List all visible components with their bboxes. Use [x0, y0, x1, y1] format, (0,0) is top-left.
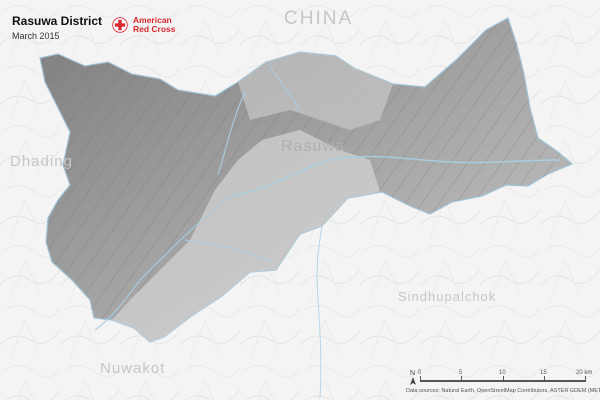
scale-label-5: 5	[459, 370, 463, 376]
scale-label-20: 20 km	[576, 370, 593, 376]
river-north	[267, 63, 301, 111]
district-highlight-north	[238, 52, 393, 130]
river-southwest	[94, 195, 231, 331]
map-date: March 2015	[12, 31, 60, 41]
district-highlight	[112, 130, 380, 342]
river-south	[184, 239, 277, 266]
scale-tick	[503, 376, 504, 380]
scale-tick	[544, 376, 545, 380]
river-trishuli	[231, 155, 561, 197]
map-header: Rasuwa District March 2015	[12, 14, 102, 41]
north-arrow-icon	[410, 377, 416, 385]
north-label: N	[410, 370, 416, 377]
logo-line-2: Red Cross	[133, 24, 176, 34]
scale-label-15: 15	[540, 370, 547, 376]
label-rasuwa: Rasuwa	[281, 138, 345, 155]
scale-bar: N 0 5 10 15 20 km	[408, 370, 594, 390]
scale-label-0: 0	[418, 370, 422, 376]
label-sindhupalchok: Sindhupalchok	[398, 289, 497, 304]
logo-line-1: American	[133, 15, 172, 25]
data-sources: Data sources: Natural Earth, OpenStreetM…	[406, 388, 600, 394]
logo-text: American Red Cross	[133, 16, 181, 34]
label-china: CHINA	[284, 8, 354, 29]
river-tributary-west	[217, 91, 246, 176]
scale-tick	[461, 376, 462, 380]
label-dhading: Dhading	[10, 153, 73, 170]
scale-tick	[585, 376, 586, 380]
red-cross-icon	[112, 17, 128, 33]
river-bhote-koshi	[316, 225, 323, 399]
map-title: Rasuwa District	[12, 14, 103, 28]
red-cross-logo: American Red Cross	[112, 16, 181, 34]
scale-tick	[420, 376, 421, 380]
scale-line	[420, 380, 586, 382]
label-nuwakot: Nuwakot	[100, 360, 166, 377]
scale-label-10: 10	[499, 370, 506, 376]
